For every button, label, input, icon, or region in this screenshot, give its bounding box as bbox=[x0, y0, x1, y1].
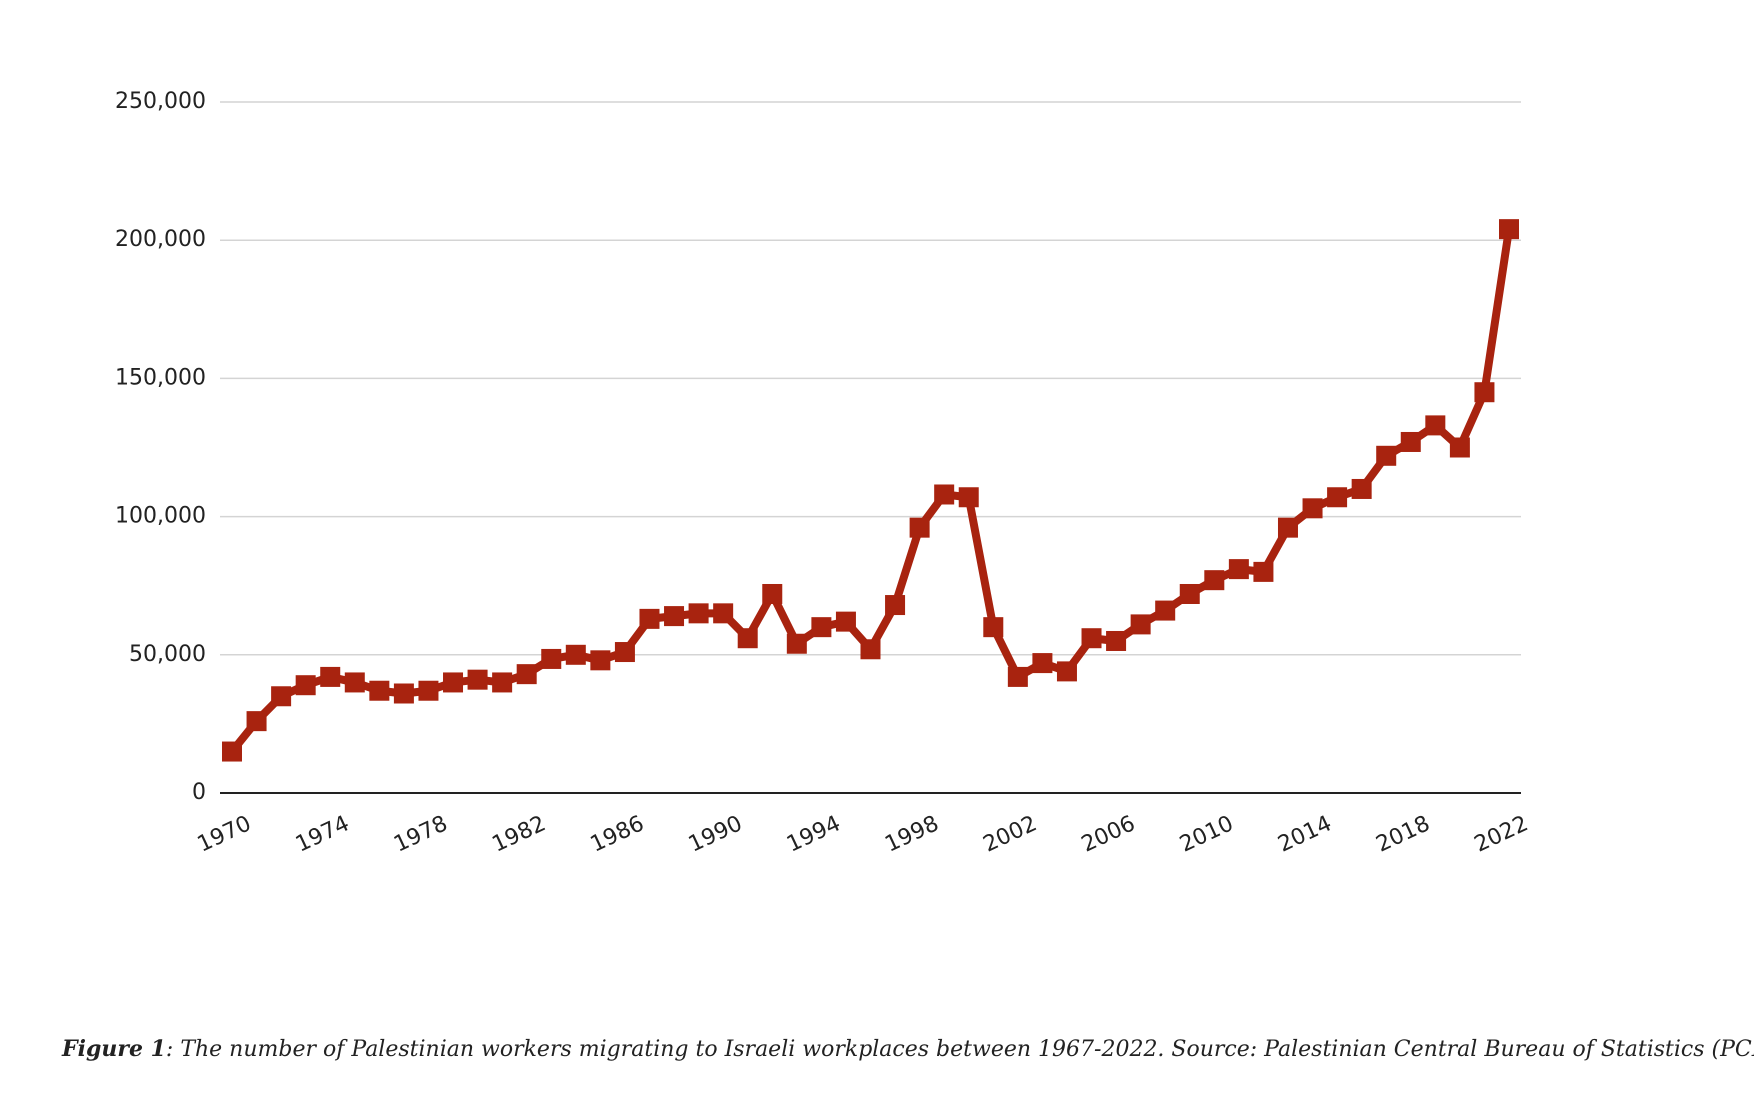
data-point bbox=[516, 664, 537, 685]
data-point bbox=[958, 487, 979, 508]
data-point bbox=[860, 639, 881, 660]
data-point bbox=[983, 617, 1004, 638]
data-point bbox=[418, 680, 439, 701]
data-point bbox=[885, 595, 906, 616]
caption-label: Figure 1 bbox=[61, 1036, 166, 1062]
data-point bbox=[369, 680, 390, 701]
data-point bbox=[786, 633, 807, 654]
data-point bbox=[1499, 219, 1519, 240]
x-tick-label: 2006 bbox=[1078, 811, 1139, 857]
y-tick-label: 250,000 bbox=[115, 89, 206, 114]
data-point bbox=[713, 603, 734, 624]
y-tick-label: 50,000 bbox=[129, 642, 206, 667]
data-point bbox=[443, 672, 464, 693]
data-point bbox=[541, 648, 562, 669]
caption: Figure 1: The number of Palestinian work… bbox=[61, 1031, 1754, 1062]
data-point bbox=[1400, 431, 1421, 452]
data-point bbox=[1179, 583, 1200, 604]
x-tick-label: 1974 bbox=[292, 811, 353, 857]
x-tick-label: 1990 bbox=[685, 811, 746, 857]
data-point bbox=[1351, 478, 1372, 499]
data-point bbox=[1204, 570, 1225, 591]
data-point bbox=[1228, 559, 1249, 580]
data-point bbox=[590, 650, 611, 671]
data-point bbox=[737, 628, 758, 649]
data-point bbox=[1130, 614, 1151, 635]
data-point bbox=[614, 642, 635, 663]
y-tick-label: 200,000 bbox=[115, 227, 206, 252]
data-point bbox=[271, 686, 292, 707]
data-point bbox=[393, 683, 414, 704]
data-point bbox=[1253, 561, 1274, 582]
data-point bbox=[639, 608, 660, 629]
data-point bbox=[1449, 437, 1470, 458]
data-point bbox=[688, 603, 709, 624]
data-point bbox=[344, 672, 365, 693]
data-point bbox=[1081, 628, 1102, 649]
data-point bbox=[1302, 498, 1323, 519]
data-point bbox=[762, 583, 783, 604]
data-point bbox=[1277, 517, 1298, 538]
data-point bbox=[467, 669, 488, 690]
x-tick-label: 1970 bbox=[194, 811, 255, 857]
data-point bbox=[1007, 666, 1028, 687]
y-tick-label: 150,000 bbox=[115, 365, 206, 390]
data-point bbox=[909, 517, 930, 538]
data-point bbox=[1474, 382, 1495, 403]
x-tick-label: 1982 bbox=[488, 811, 549, 857]
data-point bbox=[664, 606, 685, 627]
data-point bbox=[492, 672, 513, 693]
data-point bbox=[565, 644, 586, 665]
data-point bbox=[835, 611, 856, 632]
y-tick-label: 0 bbox=[192, 780, 206, 805]
y-tick-label: 100,000 bbox=[115, 504, 206, 529]
data-point bbox=[1376, 445, 1397, 466]
data-point bbox=[246, 711, 267, 732]
data-point bbox=[1106, 630, 1127, 651]
x-tick-label: 2010 bbox=[1176, 811, 1237, 857]
caption-text: : The number of Palestinian workers migr… bbox=[166, 1037, 1754, 1062]
x-tick-label: 2014 bbox=[1274, 811, 1335, 857]
data-point bbox=[934, 484, 955, 505]
x-tick-label: 2018 bbox=[1373, 811, 1434, 857]
data-point bbox=[1032, 653, 1053, 674]
data-point bbox=[811, 617, 832, 638]
data-point bbox=[222, 741, 242, 762]
x-tick-label: 1986 bbox=[587, 811, 648, 857]
data-line bbox=[228, 228, 1513, 755]
data-point bbox=[320, 666, 341, 687]
data-point bbox=[1327, 487, 1348, 508]
x-tick-label: 1994 bbox=[783, 811, 844, 857]
data-point bbox=[1155, 600, 1176, 621]
data-point bbox=[1425, 415, 1446, 436]
data-point bbox=[1056, 661, 1077, 682]
x-tick-label: 1998 bbox=[881, 811, 942, 857]
x-tick-label: 2002 bbox=[980, 811, 1041, 857]
x-tick-label: 1978 bbox=[390, 811, 451, 857]
x-tick-label: 2022 bbox=[1471, 811, 1532, 857]
data-point bbox=[295, 675, 316, 696]
